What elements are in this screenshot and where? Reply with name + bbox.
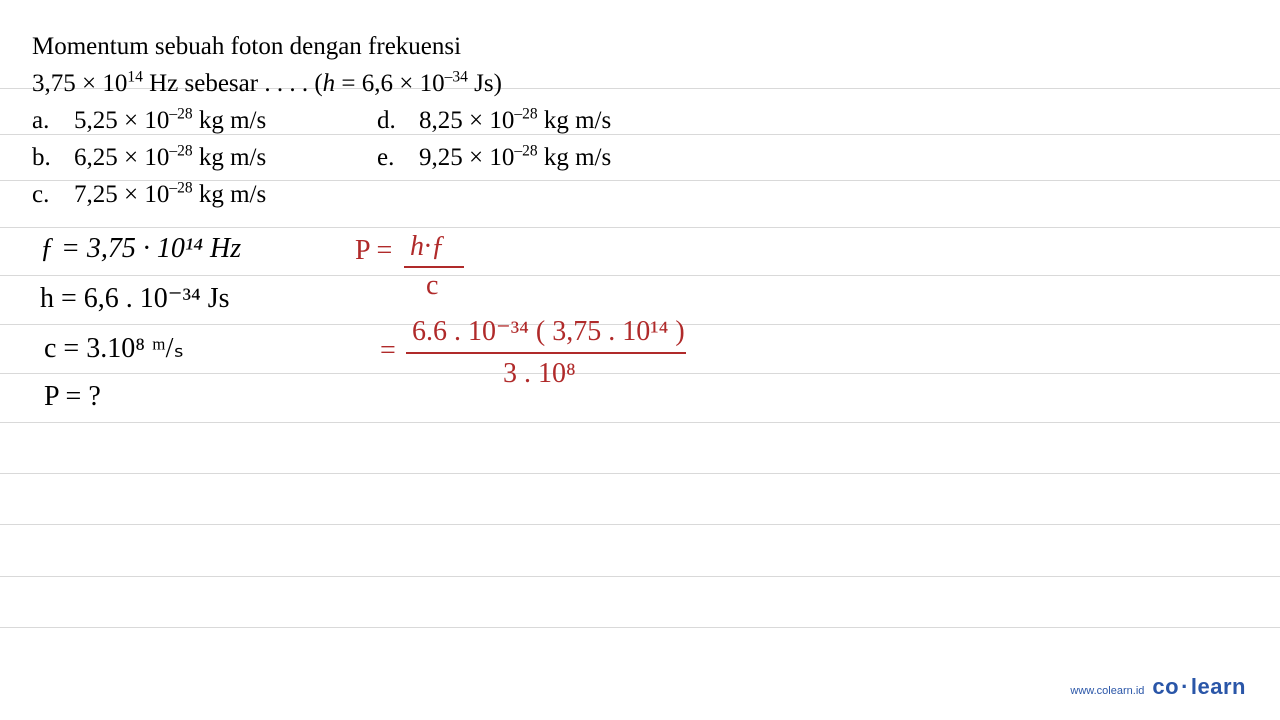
question-line-1: Momentum sebuah foton dengan frekuensi [32,28,1248,65]
option-b: b. 6,25 × 10–28 kg m/s [32,139,377,176]
hw-given-f: ƒ = 3,75 · 10¹⁴ Hz [40,235,241,263]
opt-d-num: 8,25 × 10 [419,107,514,134]
opt-a-val: 5,25 × 10–28 kg m/s [74,102,266,139]
opt-e-num: 9,25 × 10 [419,144,514,171]
option-e: e. 9,25 × 10–28 kg m/s [377,139,722,176]
opt-b-val: 6,25 × 10–28 kg m/s [74,139,266,176]
q2-mid: Hz sebesar . . . . ( [143,70,323,97]
hw-formula-left: P = [355,237,392,265]
opt-c-num: 7,25 × 10 [74,181,169,208]
q2-sup2: –34 [445,69,468,86]
opt-d-letter: d. [377,102,419,139]
opt-c-unit: kg m/s [193,181,267,208]
opt-a-sup: –28 [169,106,192,123]
opt-a-letter: a. [32,102,74,139]
opt-e-letter: e. [377,139,419,176]
opt-e-unit: kg m/s [538,144,612,171]
q2-end: Js) [468,70,502,97]
q2-sup1: 14 [127,69,143,86]
hw-step-bar [406,352,686,354]
hw-given-p: P = ? [44,383,101,411]
hw-given-h: h = 6,6 . 10⁻³⁴ Js [40,285,230,313]
opt-d-val: 8,25 × 10–28 kg m/s [419,102,611,139]
opt-b-num: 6,25 × 10 [74,144,169,171]
q2-h: h [323,70,336,97]
opt-c-letter: c. [32,176,74,213]
opt-a-unit: kg m/s [193,107,267,134]
brand-left: co [1152,674,1179,699]
hw-formula-num: h·ƒ [410,233,445,261]
opt-a-num: 5,25 × 10 [74,107,169,134]
question-line-2: 3,75 × 1014 Hz sebesar . . . . (h = 6,6 … [32,65,1248,102]
opt-b-sup: –28 [169,143,192,160]
option-d: d. 8,25 × 10–28 kg m/s [377,102,722,139]
q2-eq: = 6,6 × 10 [335,70,444,97]
hw-step-eq: = [380,337,396,365]
content-area: Momentum sebuah foton dengan frekuensi 3… [32,28,1248,213]
opt-d-unit: kg m/s [538,107,612,134]
option-a: a. 5,25 × 10–28 kg m/s [32,102,377,139]
option-c: c. 7,25 × 10–28 kg m/s [32,176,377,213]
opt-b-letter: b. [32,139,74,176]
hw-step-num: 6.6 . 10⁻³⁴ ( 3,75 . 10¹⁴ ) [412,318,685,346]
footer-url: www.colearn.id [1070,685,1144,697]
opt-c-sup: –28 [169,180,192,197]
opt-e-val: 9,25 × 10–28 kg m/s [419,139,611,176]
footer-brand: co·learn [1152,674,1246,700]
footer: www.colearn.id co·learn [1070,674,1246,700]
brand-dot: · [1179,674,1191,699]
hw-formula-den: c [426,272,438,300]
opt-d-sup: –28 [514,106,537,123]
options-grid: a. 5,25 × 10–28 kg m/s d. 8,25 × 10–28 k… [32,102,1248,213]
opt-b-unit: kg m/s [193,144,267,171]
opt-e-sup: –28 [514,143,537,160]
q2-pre: 3,75 × 10 [32,70,127,97]
opt-c-val: 7,25 × 10–28 kg m/s [74,176,266,213]
hw-given-c: c = 3.10⁸ ᵐ/ₛ [44,335,184,363]
brand-right: learn [1191,674,1246,699]
hw-formula-bar [404,266,464,268]
question-block: Momentum sebuah foton dengan frekuensi 3… [32,28,1248,213]
hw-step-den: 3 . 10⁸ [503,360,576,388]
